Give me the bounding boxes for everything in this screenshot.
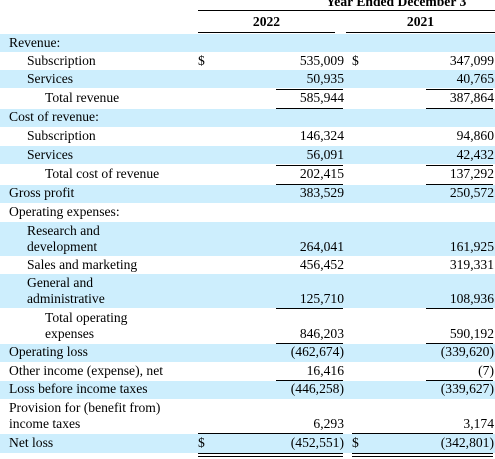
row-label-line1: Provision for (benefit from)	[9, 400, 161, 415]
row-cost-subscription: Subscription 146,324 94,860	[0, 127, 495, 145]
row-gross-profit: Gross profit 383,529 250,572	[0, 185, 495, 203]
row-label: Other income (expense), net	[9, 363, 163, 378]
value-2021: 161,925	[449, 239, 494, 254]
value-2021: 319,331	[449, 257, 494, 272]
row-net-loss: Net loss $ (452,551) $ (342,801)	[0, 434, 495, 453]
value-2022: 383,529	[299, 185, 344, 200]
row-revenue-subscription: Subscription $ 535,009 $ 347,099	[0, 52, 495, 70]
row-general-administrative: General and administrative 125,710 108,9…	[0, 274, 495, 308]
value-2021: 137,292	[449, 166, 494, 181]
row-total-operating-expenses: Total operating expenses 846,203 590,192	[0, 309, 495, 343]
value-2021: 250,572	[449, 185, 494, 200]
row-label-line1: Total operating	[45, 310, 128, 325]
value-2021: (342,801)	[440, 435, 494, 450]
value-2021: 40,765	[456, 71, 494, 86]
value-2022: 585,944	[299, 90, 344, 105]
value-2022: 56,091	[306, 147, 344, 162]
value-2021: 387,864	[449, 90, 494, 105]
value-2021: (339,620)	[440, 344, 494, 359]
value-2022: 535,009	[299, 53, 344, 68]
value-2022: 264,041	[299, 239, 344, 254]
row-label: Subscription	[27, 53, 96, 68]
row-cost-of-revenue-heading: Cost of revenue:	[0, 109, 495, 127]
value-2022: 6,293	[313, 416, 344, 431]
row-label: Net loss	[9, 435, 54, 450]
row-label-line2: expenses	[45, 326, 95, 341]
year-header-2021: 2021	[346, 14, 495, 33]
row-label-line2: income taxes	[9, 416, 81, 431]
row-label: Total cost of revenue	[45, 166, 160, 181]
row-label: Gross profit	[9, 185, 75, 200]
value-2022: 456,452	[299, 257, 344, 272]
row-revenue-heading: Revenue:	[0, 34, 495, 52]
currency-symbol: $	[352, 435, 359, 450]
currency-symbol: $	[198, 53, 205, 68]
value-2021: 347,099	[449, 53, 494, 68]
row-label: Operating expenses:	[9, 204, 120, 219]
row-label: Operating loss	[9, 344, 88, 359]
row-label: Revenue:	[9, 35, 61, 50]
value-2022: (446,258)	[290, 381, 344, 396]
value-2022: 146,324	[299, 128, 344, 143]
value-2021: (339,627)	[440, 381, 494, 396]
value-2021: (7)	[478, 363, 494, 378]
row-label: Services	[27, 71, 74, 86]
row-label: Sales and marketing	[27, 257, 138, 272]
row-cost-services: Services 56,091 42,432	[0, 146, 495, 164]
row-label-line1: Research and	[27, 223, 100, 238]
row-label: Services	[27, 147, 74, 162]
row-label: Total revenue	[45, 90, 120, 105]
row-other-income: Other income (expense), net 16,416 (7)	[0, 362, 495, 380]
currency-symbol: $	[198, 435, 205, 450]
value-2021: 3,174	[463, 416, 494, 431]
value-2022: (452,551)	[290, 435, 344, 450]
value-2021: 42,432	[456, 147, 494, 162]
row-provision-income-taxes: Provision for (benefit from) income taxe…	[0, 399, 495, 433]
row-label-line2: development	[27, 239, 98, 254]
year-header-2022: 2022	[198, 14, 335, 33]
row-total-revenue: Total revenue 585,944 387,864	[0, 90, 495, 108]
row-loss-before-taxes: Loss before income taxes (446,258) (339,…	[0, 381, 495, 399]
period-header: Year Ended December 3	[198, 0, 495, 11]
value-2022: (462,674)	[290, 344, 344, 359]
value-2022: 125,710	[299, 291, 344, 306]
row-operating-loss: Operating loss (462,674) (339,620)	[0, 344, 495, 362]
row-label-line1: General and	[27, 275, 94, 290]
row-operating-expenses-heading: Operating expenses:	[0, 203, 495, 222]
row-sales-marketing: Sales and marketing 456,452 319,331	[0, 256, 495, 274]
value-2021: 590,192	[449, 326, 494, 341]
row-label: Subscription	[27, 128, 96, 143]
row-research-development: Research and development 264,041 161,925	[0, 222, 495, 256]
value-2021: 94,860	[456, 128, 494, 143]
row-revenue-services: Services 50,935 40,765	[0, 70, 495, 88]
value-2021: 108,936	[449, 291, 494, 306]
period-label: Year Ended December 3	[326, 0, 467, 9]
row-label-line2: administrative	[27, 291, 105, 306]
value-2022: 846,203	[299, 326, 344, 341]
value-2022: 202,415	[299, 166, 344, 181]
row-label: Loss before income taxes	[9, 381, 148, 396]
value-2022: 16,416	[306, 363, 344, 378]
currency-symbol: $	[352, 53, 359, 68]
value-2022: 50,935	[306, 71, 344, 86]
row-label: Cost of revenue:	[9, 109, 99, 124]
row-total-cost-of-revenue: Total cost of revenue 202,415 137,292	[0, 166, 495, 184]
